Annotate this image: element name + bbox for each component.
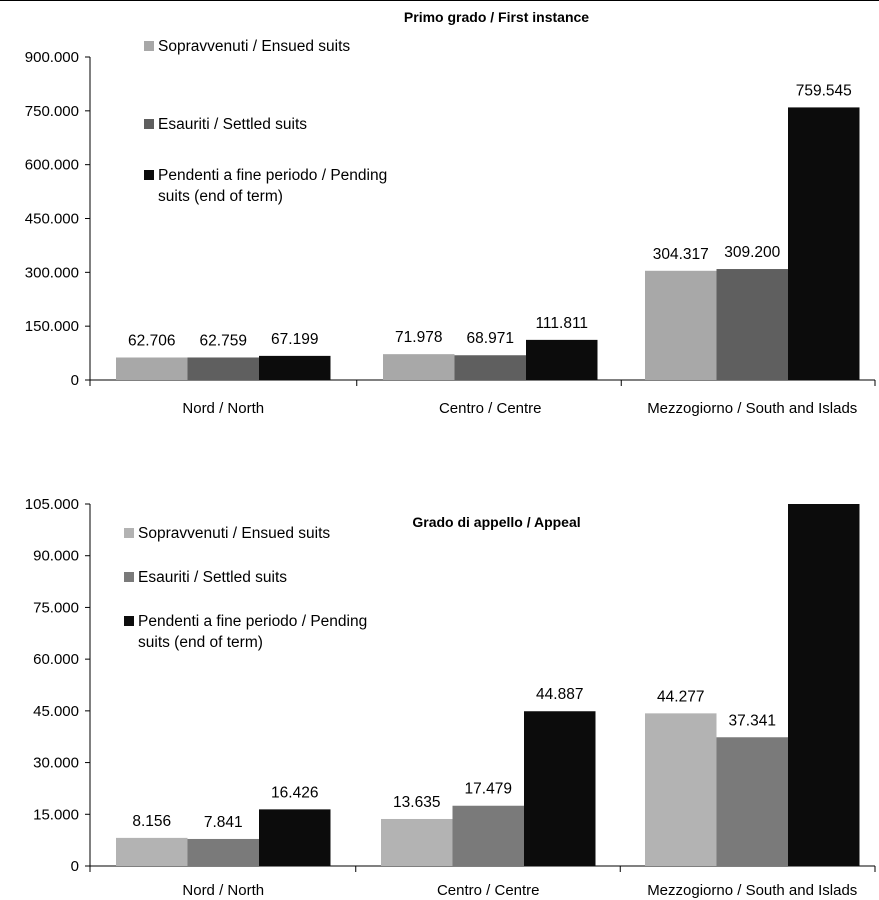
- bar-3-2: [524, 711, 596, 866]
- bar-2-1: [187, 838, 259, 866]
- data-label: 44.277: [657, 688, 704, 705]
- category-label: Mezzogiorno / South and Islads: [647, 882, 857, 899]
- data-label: 62.706: [128, 332, 175, 349]
- chart-title: Primo grado / First instance: [404, 9, 589, 25]
- data-label: 7.841: [204, 814, 243, 831]
- y-tick-label: 450.000: [25, 211, 79, 228]
- bar-2-3: [716, 269, 788, 380]
- bar-2-3: [716, 737, 788, 866]
- category-label: Centro / Centre: [439, 400, 542, 417]
- data-label: 71.978: [395, 329, 442, 346]
- data-label: 304.317: [653, 246, 709, 263]
- data-label: 68.971: [467, 330, 514, 347]
- category-label: Nord / North: [182, 882, 264, 899]
- legend-label: suits (end of term): [138, 634, 263, 651]
- bar-3-2: [526, 339, 598, 380]
- y-tick-label: 30.000: [33, 755, 79, 772]
- data-label: 13.635: [393, 794, 440, 811]
- bar-2-2: [454, 355, 526, 380]
- data-label: 111.811: [535, 315, 588, 332]
- legend-label: Esauriti / Settled suits: [158, 116, 307, 133]
- legend-label: Pendenti a fine periodo / Pending: [158, 167, 387, 184]
- y-tick-label: 0: [71, 858, 79, 875]
- data-label: 44.887: [536, 686, 583, 703]
- legend-swatch-3: [144, 170, 154, 180]
- y-tick-label: 45.000: [33, 703, 79, 720]
- bar-1-3: [645, 270, 717, 380]
- legend-label: Sopravvenuti / Ensued suits: [158, 38, 350, 55]
- category-label: Mezzogiorno / South and Islads: [647, 400, 857, 417]
- bar-1-1: [116, 837, 188, 866]
- y-tick-label: 150.000: [25, 318, 79, 335]
- bar-1-1: [116, 357, 188, 380]
- data-label: 16.426: [271, 784, 318, 801]
- legend-label: suits (end of term): [158, 188, 283, 205]
- bar-3-3: [788, 504, 860, 866]
- bar-3-1: [259, 809, 331, 866]
- category-label: Nord / North: [182, 400, 264, 417]
- data-label: 67.199: [271, 331, 318, 348]
- data-label: 17.479: [465, 781, 512, 798]
- y-tick-label: 60.000: [33, 651, 79, 668]
- y-tick-label: 750.000: [25, 103, 79, 120]
- bar-2-2: [452, 805, 524, 866]
- category-label: Centro / Centre: [437, 882, 540, 899]
- bar-3-1: [259, 355, 331, 380]
- legend-swatch-3: [124, 616, 134, 626]
- y-tick-label: 90.000: [33, 548, 79, 565]
- legend-label: Pendenti a fine periodo / Pending: [138, 613, 367, 630]
- legend-swatch-2: [144, 119, 154, 129]
- y-tick-label: 300.000: [25, 264, 79, 281]
- y-tick-label: 0: [71, 372, 79, 389]
- data-label: 309.200: [724, 244, 780, 261]
- legend-label: Sopravvenuti / Ensued suits: [138, 525, 330, 542]
- bar-1-2: [381, 818, 453, 866]
- data-label: 62.759: [200, 332, 247, 349]
- bar-3-3: [788, 107, 860, 380]
- legend-swatch-2: [124, 572, 134, 582]
- y-tick-label: 900.000: [25, 49, 79, 66]
- data-label: 759.545: [796, 82, 852, 99]
- bar-2-1: [187, 357, 259, 380]
- y-tick-label: 75.000: [33, 599, 79, 616]
- y-tick-label: 600.000: [25, 157, 79, 174]
- data-label: 8.156: [132, 813, 171, 830]
- chart-title: Grado di appello / Appeal: [412, 514, 580, 530]
- y-tick-label: 15.000: [33, 806, 79, 823]
- legend-swatch-1: [144, 41, 154, 51]
- bar-1-2: [383, 354, 455, 380]
- bar-1-3: [645, 713, 717, 866]
- legend-swatch-1: [124, 528, 134, 538]
- data-label: 37.341: [729, 712, 776, 729]
- legend-label: Esauriti / Settled suits: [138, 569, 287, 586]
- y-tick-label: 105.000: [25, 496, 79, 513]
